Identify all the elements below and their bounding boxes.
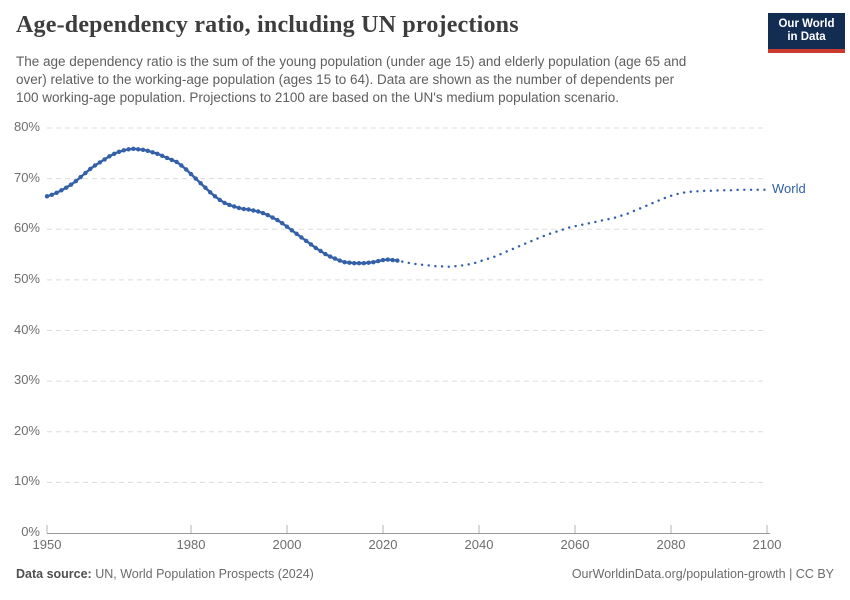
data-source-label: Data source:: [16, 567, 92, 581]
owid-logo-line1: Our World: [778, 18, 835, 30]
data-source-text: UN, World Population Prospects (2024): [91, 567, 314, 581]
projection-line: [401, 188, 769, 268]
y-axis-tick-80: 80%: [13, 119, 40, 134]
x-axis-tick-2100: 2100: [752, 537, 782, 552]
subtitle-line-3: 100 working-age population. Projections …: [16, 90, 619, 105]
historical-line: [46, 147, 398, 265]
y-axis-tick-50: 50%: [13, 270, 40, 286]
owid-url-link[interactable]: OurWorldinData.org/population-growth: [571, 567, 786, 581]
x-axis-tick-2080: 2080: [656, 537, 686, 552]
chart-title: Age-dependency ratio, including UN proje…: [16, 12, 519, 38]
footer-attribution: OurWorldinData.org/population-growth | C…: [572, 567, 834, 581]
owid-logo-line2: in Data: [787, 31, 826, 43]
subtitle-line-2: over) relative to the working-age popula…: [16, 72, 675, 87]
x-axis-tick-2000: 2000: [272, 537, 302, 552]
y-axis-tick-40: 40%: [13, 321, 40, 337]
y-axis-tick-30: 30%: [13, 372, 40, 388]
chart-footer: Data source: UN, World Population Prospe…: [16, 567, 834, 581]
series-label-world: World: [772, 180, 806, 196]
chart-subtitle: The age dependency ratio is the sum of t…: [16, 53, 686, 107]
x-axis-tick-2040: 2040: [464, 537, 494, 552]
data-source: Data source: UN, World Population Prospe…: [16, 567, 314, 581]
x-axis-tick-1980: 1980: [176, 537, 206, 552]
owid-logo[interactable]: Our World in Data: [768, 13, 845, 53]
x-axis-tick-2020: 2020: [368, 537, 398, 552]
subtitle-line-1: The age dependency ratio is the sum of t…: [16, 54, 687, 69]
historical-point-markers: [44, 146, 400, 266]
x-axis-tick-1950: 1950: [32, 537, 62, 552]
y-axis-tick-60: 60%: [13, 220, 40, 236]
x-axis-tick-2060: 2060: [560, 537, 590, 552]
y-axis-tick-10: 10%: [13, 473, 40, 489]
y-axis-tick-70: 70%: [13, 169, 40, 185]
license-link[interactable]: | CC BY: [785, 567, 834, 581]
y-axis-tick-0: 0%: [21, 524, 40, 539]
y-axis-tick-20: 20%: [13, 422, 40, 438]
